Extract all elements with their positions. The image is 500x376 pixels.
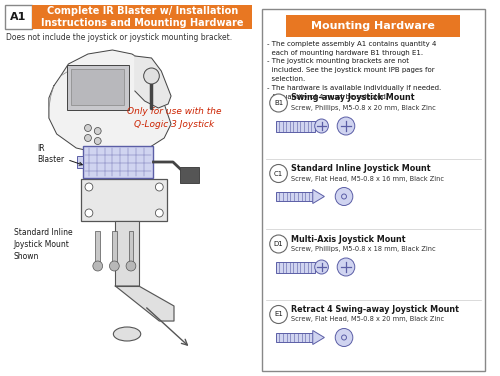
Circle shape [94, 138, 101, 144]
Circle shape [270, 235, 287, 253]
Circle shape [270, 305, 287, 323]
Circle shape [85, 209, 93, 217]
Circle shape [314, 119, 328, 133]
FancyBboxPatch shape [77, 156, 83, 168]
Circle shape [337, 117, 355, 135]
FancyBboxPatch shape [112, 231, 117, 266]
Circle shape [93, 261, 102, 271]
Circle shape [110, 261, 119, 271]
Polygon shape [135, 56, 171, 108]
Circle shape [84, 135, 91, 141]
Circle shape [270, 94, 287, 112]
Text: Standard Inline
Joystick Mount
Shown: Standard Inline Joystick Mount Shown [14, 228, 72, 261]
Text: Does not include the joystick or joystick mounting bracket.: Does not include the joystick or joystic… [6, 33, 232, 42]
Text: Multi-Axis Joystick Mount: Multi-Axis Joystick Mount [292, 235, 406, 244]
Circle shape [335, 329, 353, 347]
FancyBboxPatch shape [276, 333, 313, 342]
Text: A1: A1 [10, 12, 27, 22]
Text: Swing-away Joystick Mount: Swing-away Joystick Mount [292, 94, 415, 103]
Circle shape [342, 194, 346, 199]
Text: B1: B1 [274, 100, 283, 106]
FancyBboxPatch shape [180, 167, 200, 183]
Circle shape [85, 183, 93, 191]
Circle shape [270, 165, 287, 182]
Polygon shape [313, 331, 324, 344]
Circle shape [342, 335, 346, 340]
Circle shape [335, 188, 353, 206]
Text: Retract 4 Swing-away Joystick Mount: Retract 4 Swing-away Joystick Mount [292, 305, 459, 314]
FancyBboxPatch shape [32, 5, 252, 29]
Text: - The complete assembly A1 contains quantity 4
  each of mounting hardware B1 th: - The complete assembly A1 contains quan… [267, 41, 441, 100]
Polygon shape [49, 50, 171, 154]
Circle shape [156, 183, 163, 191]
Polygon shape [313, 190, 324, 203]
Text: Screw, Phillips, M5-0.8 x 20 mm, Black Zinc: Screw, Phillips, M5-0.8 x 20 mm, Black Z… [292, 105, 436, 111]
FancyBboxPatch shape [83, 146, 154, 178]
Text: Only for use with the
Q-Logic 3 Joystick: Only for use with the Q-Logic 3 Joystick [126, 107, 221, 129]
Circle shape [144, 68, 160, 84]
FancyBboxPatch shape [286, 15, 461, 37]
Text: IR
Blaster: IR Blaster [37, 144, 82, 165]
Circle shape [337, 258, 355, 276]
FancyBboxPatch shape [276, 192, 313, 201]
Text: Screw, Flat Head, M5-0.8 x 20 mm, Black Zinc: Screw, Flat Head, M5-0.8 x 20 mm, Black … [292, 317, 444, 323]
Text: Mounting Hardware: Mounting Hardware [312, 21, 436, 31]
FancyBboxPatch shape [276, 120, 314, 132]
Text: C1: C1 [274, 170, 283, 176]
Circle shape [156, 209, 163, 217]
Text: Screw, Phillips, M5-0.8 x 18 mm, Black Zinc: Screw, Phillips, M5-0.8 x 18 mm, Black Z… [292, 246, 436, 252]
FancyBboxPatch shape [5, 5, 32, 29]
Text: Complete IR Blaster w/ Installation
Instructions and Mounting Hardware: Complete IR Blaster w/ Installation Inst… [41, 6, 243, 29]
FancyBboxPatch shape [128, 231, 134, 266]
Text: E1: E1 [274, 311, 283, 317]
Text: D1: D1 [274, 241, 283, 247]
Circle shape [84, 124, 91, 132]
FancyBboxPatch shape [72, 69, 124, 105]
Circle shape [94, 127, 101, 135]
Polygon shape [116, 286, 174, 321]
FancyBboxPatch shape [276, 261, 314, 273]
Ellipse shape [114, 327, 140, 341]
Circle shape [314, 260, 328, 274]
FancyBboxPatch shape [96, 231, 100, 266]
FancyBboxPatch shape [262, 9, 485, 371]
Text: Screw, Flat Head, M5-0.8 x 16 mm, Black Zinc: Screw, Flat Head, M5-0.8 x 16 mm, Black … [292, 176, 444, 182]
FancyBboxPatch shape [116, 221, 139, 286]
Text: Standard Inline Joystick Mount: Standard Inline Joystick Mount [292, 164, 431, 173]
FancyBboxPatch shape [81, 179, 167, 221]
FancyBboxPatch shape [67, 65, 128, 109]
Circle shape [126, 261, 136, 271]
